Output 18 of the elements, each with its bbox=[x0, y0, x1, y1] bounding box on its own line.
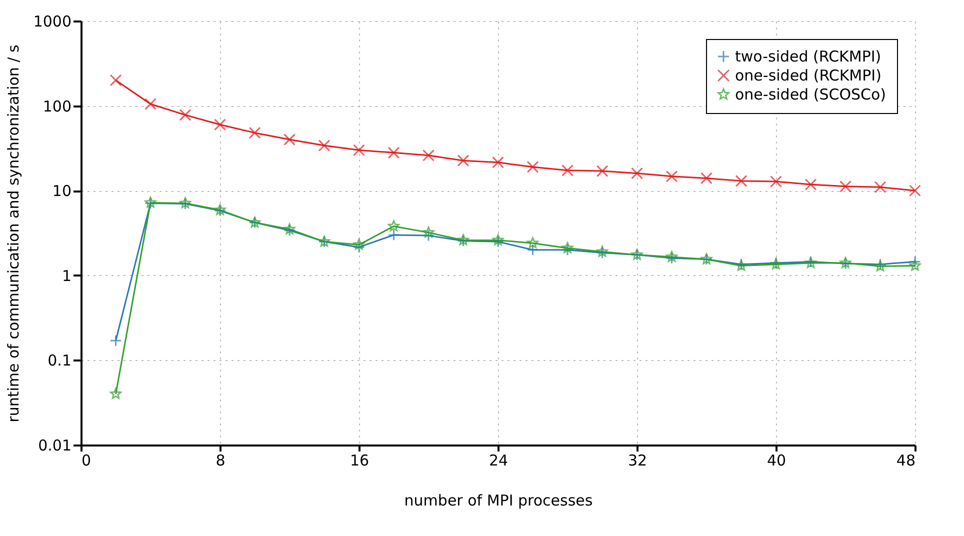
x-tick-label: 16 bbox=[350, 452, 370, 470]
y-tick-label: 100 bbox=[42, 97, 72, 116]
y-tick-label: 1000 bbox=[33, 12, 72, 30]
x-tick-label: 40 bbox=[766, 452, 786, 470]
x-axis-title: number of MPI processes bbox=[404, 492, 593, 510]
x-tick-label: 8 bbox=[216, 452, 226, 470]
x-tick-label: 24 bbox=[488, 452, 508, 470]
x-tick-label: 32 bbox=[628, 452, 648, 470]
x-tick-label: 0 bbox=[82, 452, 92, 470]
y-axis-title: runtime of communication and synchronization / s bbox=[4, 44, 22, 422]
x-tick-label: 48 bbox=[896, 452, 916, 470]
legend-label: one-sided (RCKMPI) bbox=[735, 66, 882, 84]
y-tick-label: 10 bbox=[52, 182, 72, 200]
y-tick-label: 0.01 bbox=[38, 436, 72, 454]
legend-label: two-sided (RCKMPI) bbox=[735, 48, 882, 66]
y-tick-label: 1 bbox=[62, 266, 72, 285]
y-tick-label: 0.1 bbox=[48, 352, 72, 370]
legend-label: one-sided (SCOSCo) bbox=[735, 86, 886, 104]
